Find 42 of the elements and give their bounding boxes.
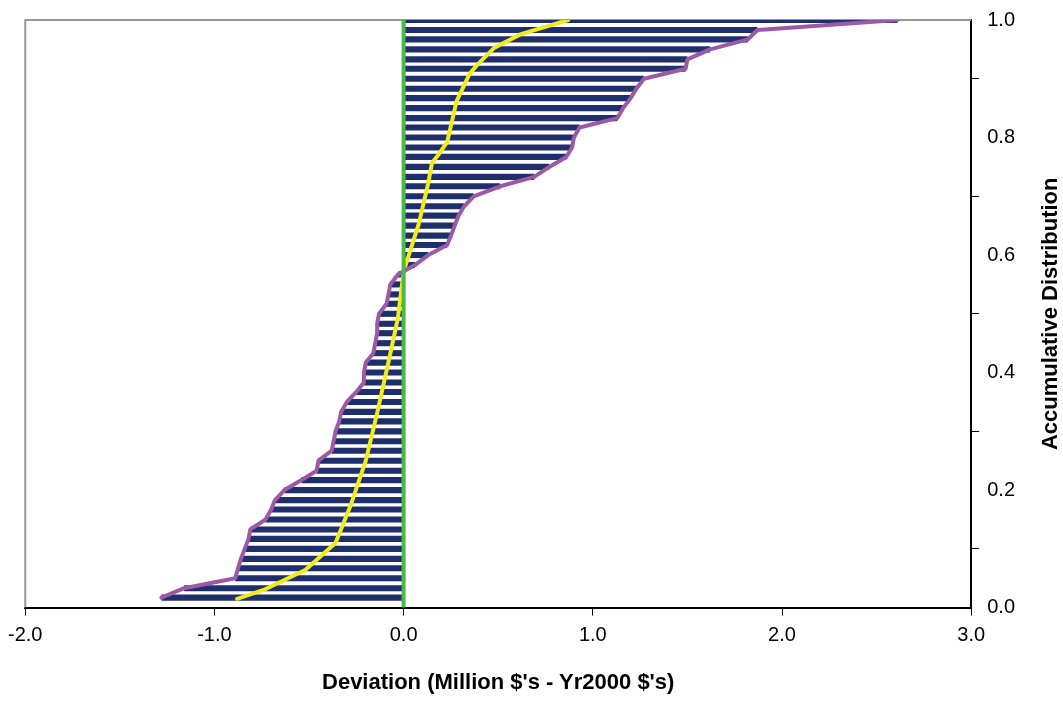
bar xyxy=(404,124,580,131)
bar xyxy=(244,545,404,552)
bar xyxy=(240,555,404,562)
y-tick-label: 1.0 xyxy=(987,7,1016,30)
bar xyxy=(316,467,404,474)
x-tick-label: 0.0 xyxy=(389,623,418,646)
x-tick-label: 2.0 xyxy=(768,623,796,646)
bar xyxy=(161,594,404,601)
x-tick-label: 1.0 xyxy=(578,623,607,646)
bar xyxy=(404,46,711,53)
bar xyxy=(404,56,688,63)
bar xyxy=(274,497,404,504)
y-axis-title: Accumulative Distribution xyxy=(1037,177,1063,451)
y-tick-label: 0.0 xyxy=(987,595,1016,618)
x-tick-label: -1.0 xyxy=(197,623,232,646)
bar xyxy=(404,65,686,72)
bar xyxy=(265,516,404,523)
bar xyxy=(404,105,624,112)
bar xyxy=(404,85,637,92)
bar xyxy=(248,535,404,542)
bar xyxy=(404,115,618,122)
bar xyxy=(404,163,550,170)
y-tick-label: 0.2 xyxy=(987,477,1016,500)
bar xyxy=(238,565,404,572)
bar xyxy=(404,134,574,141)
y-tick-label: 0.6 xyxy=(987,242,1016,265)
x-tick-label: -2.0 xyxy=(8,623,43,646)
bar xyxy=(404,36,748,43)
bar xyxy=(284,487,404,494)
y-tick-label: 0.8 xyxy=(987,125,1016,148)
bar xyxy=(404,26,758,34)
bar xyxy=(235,575,404,582)
bar xyxy=(404,144,572,151)
x-tick-label: 3.0 xyxy=(957,623,986,646)
x-axis-title: Deviation (Million $'s - Yr2000 $'s) xyxy=(322,668,675,694)
bar xyxy=(271,506,404,513)
bar xyxy=(301,477,404,484)
bar xyxy=(404,75,644,82)
bar xyxy=(404,95,631,102)
bar xyxy=(404,153,567,160)
bar xyxy=(250,526,404,533)
y-tick-label: 0.4 xyxy=(987,360,1016,383)
